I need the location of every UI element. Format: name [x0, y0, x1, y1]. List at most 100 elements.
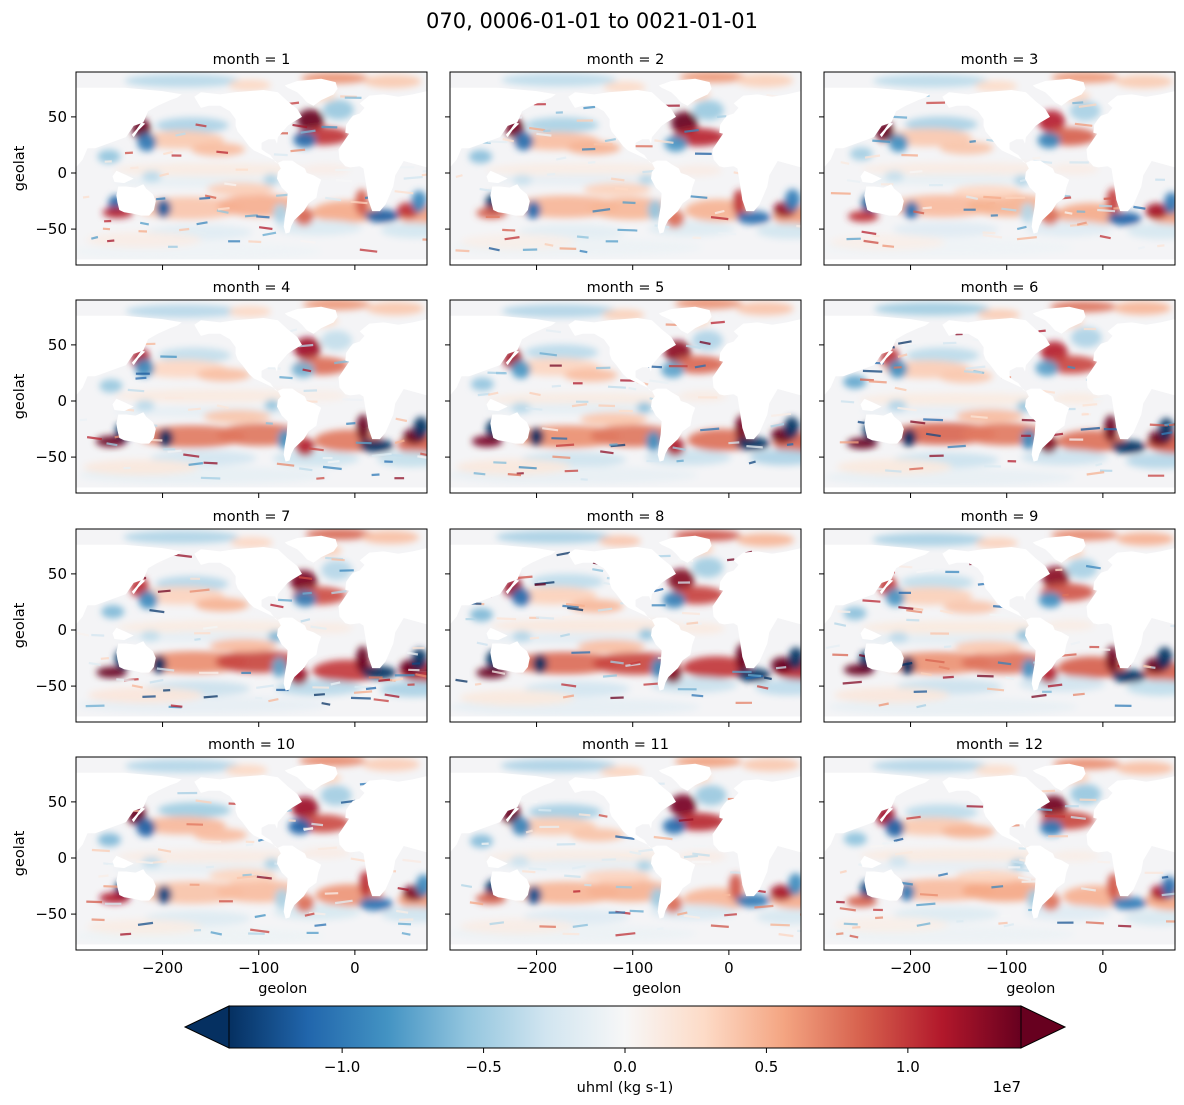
- facet-title: month = 9: [961, 509, 1039, 525]
- land-mask-eurasia-africa: [338, 776, 427, 897]
- land-mask-australia: [490, 412, 530, 444]
- land-mask-borneo-indonesia: [486, 855, 508, 869]
- colorbar-gradient: [228, 1005, 1022, 1049]
- land-mask-eurasia-africa: [338, 91, 427, 212]
- heatmap-field: [450, 757, 801, 950]
- heatmap-field: [450, 529, 801, 722]
- land-mask-south-america: [1025, 388, 1070, 462]
- heatmap-field: [76, 300, 427, 493]
- y-tick-label: 50: [48, 793, 67, 811]
- x-tick-label: −200: [516, 959, 557, 977]
- heatmap-field: [824, 300, 1175, 493]
- land-mask-east-asia: [824, 772, 930, 853]
- land-mask-north-america: [194, 547, 302, 621]
- land-mask-north-america: [568, 775, 676, 849]
- land-mask-japan: [131, 122, 146, 138]
- y-tick-label: 50: [48, 108, 67, 126]
- land-mask-australia: [864, 641, 904, 673]
- y-tick-label: 0: [57, 849, 67, 867]
- land-mask-eurasia-africa: [338, 548, 427, 669]
- land-mask-greenland: [284, 535, 338, 563]
- land-mask-borneo-indonesia: [486, 170, 508, 184]
- land-mask-north-america: [942, 90, 1050, 164]
- x-tick-label: −200: [890, 959, 931, 977]
- y-tick-label: 0: [57, 392, 67, 410]
- land-mask-north-america: [568, 547, 676, 621]
- land-mask-south-america: [651, 388, 696, 462]
- land-mask-east-asia: [450, 87, 556, 168]
- x-axis-label: geolon: [1006, 981, 1055, 997]
- land-mask-south-america: [277, 845, 322, 919]
- heatmap-field: [76, 529, 427, 722]
- land-mask-eurasia-africa: [1086, 548, 1175, 669]
- y-tick-label: 50: [48, 336, 67, 354]
- land-mask-east-asia: [450, 315, 556, 396]
- land-mask-australia: [864, 869, 904, 901]
- x-tick-label: 0: [350, 959, 360, 977]
- y-axis-label: geolat: [12, 373, 28, 419]
- panel-frame: [823, 528, 1176, 723]
- land-mask-south-america: [1025, 617, 1070, 691]
- land-mask-south-america: [277, 388, 322, 462]
- y-axis-label: geolat: [12, 830, 28, 876]
- land-mask-east-asia: [824, 315, 930, 396]
- panel-frame: [823, 71, 1176, 266]
- panel-frame: [449, 299, 802, 494]
- y-tick-label: 0: [57, 164, 67, 182]
- land-mask-north-america: [194, 90, 302, 164]
- land-mask-japan: [131, 579, 146, 595]
- heatmap-field: [450, 300, 801, 493]
- land-mask-east-asia: [450, 544, 556, 625]
- facet-title: month = 11: [582, 737, 669, 753]
- land-mask-eurasia-africa: [712, 776, 801, 897]
- land-mask-north-america: [942, 775, 1050, 849]
- land-mask-borneo-indonesia: [860, 170, 882, 184]
- facet-panel: month = 4 −50 0 50 geolat: [12, 280, 428, 498]
- colorbar-tick-label: 0.5: [754, 1058, 778, 1076]
- land-mask-north-america: [942, 547, 1050, 621]
- land-mask-greenland: [658, 306, 712, 334]
- facet-panel: month = 12 −200 −100 0 geolon: [819, 737, 1176, 997]
- heatmap-field: [76, 72, 427, 265]
- land-mask-australia: [864, 412, 904, 444]
- facet-title: month = 10: [208, 737, 295, 753]
- colorbar: −1.0 −0.5 0.0 0.5 1.0 uhml (kg s-1) 1e7: [183, 1005, 1067, 1096]
- heatmap-field: [824, 529, 1175, 722]
- land-mask-east-asia: [76, 87, 182, 168]
- facet-panel: month = 3: [819, 52, 1176, 270]
- land-mask-australia: [864, 184, 904, 216]
- panel-frame: [823, 756, 1176, 951]
- land-mask-borneo-indonesia: [486, 398, 508, 412]
- facet-panel: month = 1 −50 0 50 geolat: [12, 52, 428, 270]
- land-mask-greenland: [1032, 535, 1086, 563]
- colorbar-tick-label: 0.0: [613, 1058, 637, 1076]
- panel-frame: [75, 299, 428, 494]
- land-mask-australia: [116, 412, 156, 444]
- heatmap-field: [76, 757, 427, 950]
- colorbar-extend-max: [1020, 1005, 1067, 1049]
- facet-panel: month = 7 −50 0 50 geolat: [12, 509, 428, 727]
- land-mask-japan: [879, 350, 894, 366]
- land-mask-greenland: [658, 763, 712, 791]
- land-mask-east-asia: [76, 544, 182, 625]
- land-mask-eurasia-africa: [712, 548, 801, 669]
- land-mask-south-america: [1025, 160, 1070, 234]
- land-mask-borneo-indonesia: [112, 855, 134, 869]
- panel-frame: [75, 756, 428, 951]
- panel-frame: [75, 71, 428, 266]
- land-mask-east-asia: [824, 87, 930, 168]
- land-mask-japan: [505, 350, 520, 366]
- colorbar-extend-min: [183, 1005, 230, 1049]
- land-mask-eurasia-africa: [712, 319, 801, 440]
- colorbar-label: uhml (kg s-1): [577, 1080, 674, 1096]
- colorbar-tick-label: −0.5: [465, 1058, 501, 1076]
- land-mask-japan: [131, 350, 146, 366]
- land-mask-greenland: [284, 78, 338, 106]
- land-mask-australia: [490, 869, 530, 901]
- land-mask-greenland: [1032, 763, 1086, 791]
- facet-title: month = 2: [587, 52, 665, 68]
- x-tick-label: −100: [238, 959, 279, 977]
- land-mask-south-america: [651, 160, 696, 234]
- facet-title: month = 3: [961, 52, 1039, 68]
